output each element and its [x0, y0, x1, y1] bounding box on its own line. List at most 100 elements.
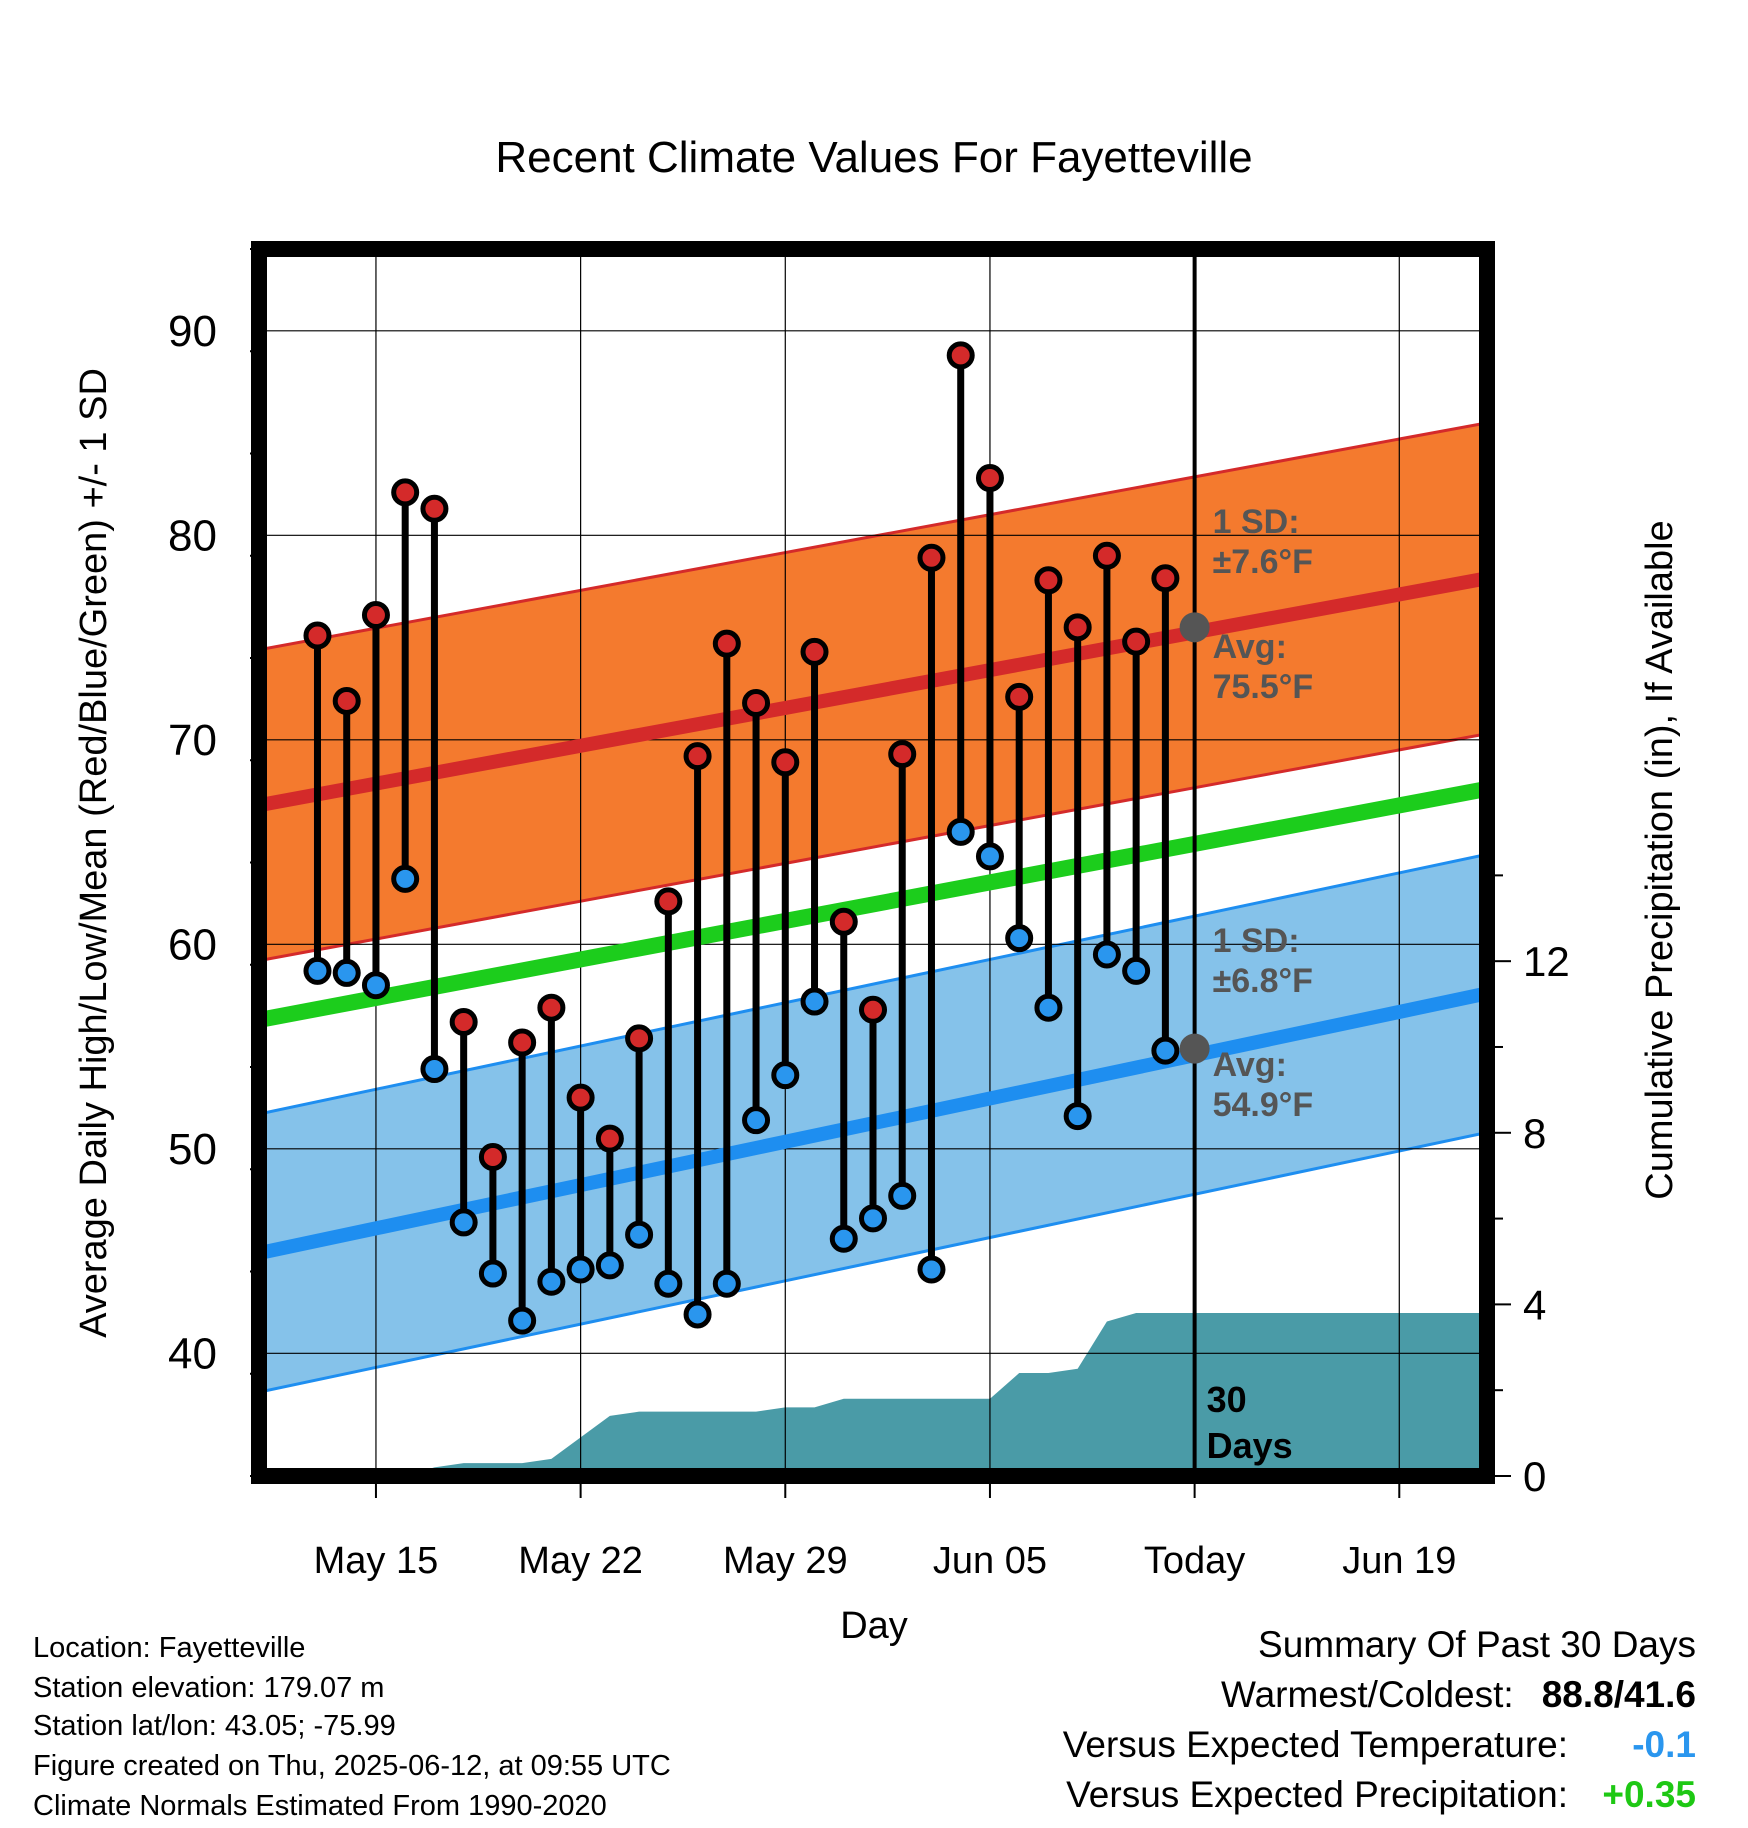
summary-warmest-coldest-value: 88.8/41.6	[1541, 1674, 1696, 1715]
daily-high-point	[1122, 627, 1151, 656]
daily-low-point	[1151, 1036, 1180, 1065]
daily-low-point	[1005, 924, 1034, 953]
high-avg-annotation-line: Avg:	[1213, 628, 1287, 666]
daily-high-point	[1005, 682, 1034, 711]
summary-vs-precip-label: Versus Expected Precipitation:	[1066, 1774, 1568, 1815]
daily-high-point	[1092, 541, 1121, 570]
info-created: Figure created on Thu, 2025-06-12, at 09…	[33, 1750, 671, 1782]
x-tick-label: Today	[1144, 1540, 1245, 1582]
daily-low-point	[303, 956, 332, 985]
x-tick-label: May 22	[518, 1540, 643, 1582]
daily-low-point	[625, 1220, 654, 1249]
high-avg-marker	[1179, 612, 1210, 643]
y-tick-label: 70	[168, 716, 217, 765]
high-band-upper-edge	[259, 421, 1487, 652]
x-tick-label: May 15	[314, 1540, 439, 1582]
daily-high-point	[537, 993, 566, 1022]
summary-vs-precip-value: +0.35	[1602, 1774, 1696, 1815]
daily-low-point	[1122, 956, 1151, 985]
low-sd-annotation: 1 SD: ±6.8°F	[1213, 922, 1313, 1000]
high-avg-annotation-line: 75.5°F	[1213, 668, 1314, 706]
daily-high-point	[859, 995, 887, 1024]
daily-low-point	[975, 842, 1004, 871]
x-tick-label: Jun 19	[1342, 1540, 1456, 1582]
y-tick-label: 40	[168, 1329, 217, 1378]
daily-low-point	[1063, 1102, 1092, 1131]
daily-low-point	[449, 1208, 478, 1237]
daily-high-point	[888, 740, 917, 769]
daily-high-point	[595, 1124, 624, 1153]
y-axis-label: Average Daily High/Low/Mean (Red/Blue/Gr…	[73, 368, 115, 1338]
x-tick-label: Jun 05	[933, 1540, 1047, 1582]
summary-vs-precip: Versus Expected Precipitation: +0.35	[1066, 1774, 1696, 1816]
daily-high-point	[829, 907, 858, 936]
daily-low-point	[888, 1181, 917, 1210]
precip-area	[405, 1312, 1487, 1476]
daily-high-point	[1063, 613, 1092, 642]
daily-low-point	[420, 1055, 449, 1084]
daily-high-point	[303, 621, 332, 650]
y-tick-label: 50	[168, 1125, 217, 1174]
daily-high-point	[625, 1024, 654, 1053]
daily-low-point	[361, 971, 390, 1000]
y2-tick-label: 0	[1523, 1453, 1546, 1500]
today-days-label-line: 30	[1207, 1379, 1247, 1420]
daily-low-point	[829, 1224, 858, 1253]
daily-high-point	[478, 1142, 507, 1171]
daily-low-point	[654, 1269, 683, 1298]
info-normals-period: Climate Normals Estimated From 1990-2020	[33, 1790, 607, 1822]
y2-axis-label: Cumulative Precipitation (in), If Availa…	[1639, 520, 1681, 1199]
daily-high-point	[361, 601, 390, 630]
low-band-lower-edge	[259, 1130, 1487, 1394]
daily-high-point	[683, 742, 712, 771]
high-sd-annotation-line: 1 SD:	[1213, 503, 1300, 541]
low-avg-annotation-line: 54.9°F	[1213, 1086, 1314, 1124]
daily-low-point	[683, 1300, 712, 1329]
daily-high-point	[712, 629, 741, 658]
chart-title: Recent Climate Values For Fayetteville	[495, 133, 1252, 182]
daily-high-point	[332, 686, 361, 715]
daily-low-point	[1034, 993, 1063, 1022]
y-tick-label: 80	[168, 511, 217, 560]
mean-normal-line	[259, 781, 1487, 1028]
daily-high-point	[391, 478, 420, 507]
daily-high-point	[742, 688, 771, 717]
low-sd-annotation-line: 1 SD:	[1213, 922, 1300, 960]
daily-high-point	[1151, 564, 1180, 593]
y2-tick-label: 8	[1523, 1110, 1546, 1157]
low-avg-annotation: Avg: 54.9°F	[1213, 1046, 1314, 1124]
daily-low-point	[1092, 940, 1121, 969]
daily-low-point	[800, 987, 829, 1016]
daily-low-point	[742, 1106, 771, 1135]
daily-low-point	[771, 1061, 800, 1090]
y-tick-label: 60	[168, 920, 217, 969]
daily-low-point	[478, 1259, 507, 1288]
daily-high-point	[508, 1028, 537, 1057]
info-location: Location: Fayetteville	[33, 1632, 306, 1664]
info-elevation: Station elevation: 179.07 m	[33, 1672, 385, 1704]
daily-low-point	[508, 1306, 537, 1335]
daily-low-point	[332, 958, 361, 987]
daily-low-point	[566, 1255, 595, 1284]
y-tick-label: 90	[168, 307, 217, 356]
daily-high-point	[654, 887, 683, 916]
daily-low-point	[917, 1255, 946, 1284]
daily-high-point	[917, 543, 946, 572]
summary-vs-temp-label: Versus Expected Temperature:	[1062, 1724, 1568, 1765]
daily-high-point	[420, 494, 449, 523]
y2-tick-label: 12	[1523, 938, 1570, 985]
daily-high-point	[1034, 566, 1063, 595]
daily-low-point	[859, 1204, 887, 1233]
daily-low-point	[595, 1251, 624, 1280]
plot-frame	[251, 241, 1495, 1484]
daily-high-point	[946, 341, 975, 370]
summary-warmest-coldest-label: Warmest/Coldest:	[1221, 1674, 1514, 1715]
high-sd-annotation-line: ±7.6°F	[1213, 543, 1313, 581]
daily-high-point	[800, 637, 829, 666]
daily-high-point	[771, 748, 800, 777]
daily-low-point	[712, 1269, 741, 1298]
info-latlon: Station lat/lon: 43.05; -75.99	[33, 1710, 396, 1742]
